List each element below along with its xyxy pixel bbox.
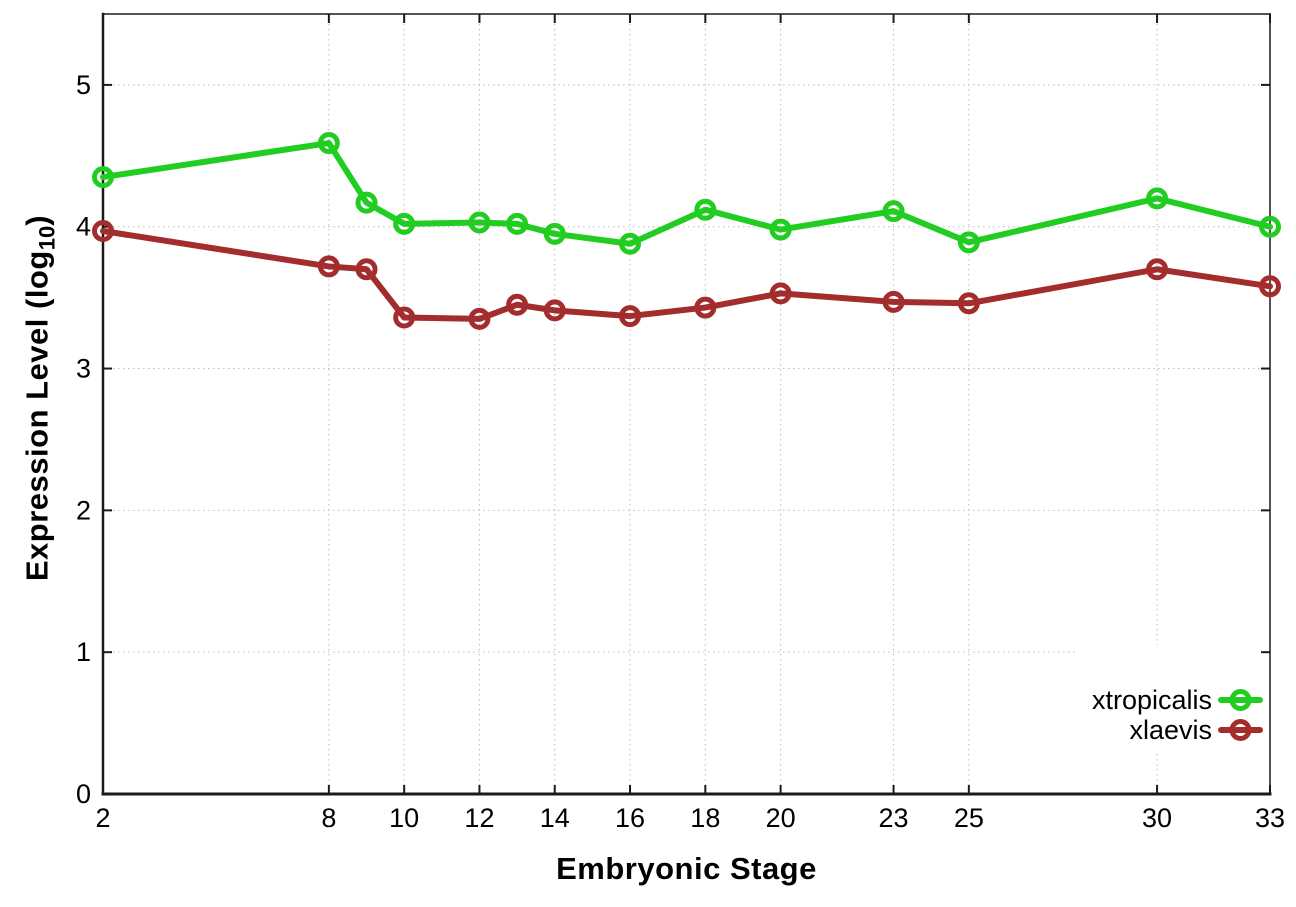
series-xtropicalis [92,132,1281,255]
data-point-xlaevis [957,292,980,315]
data-point-xtropicalis [506,212,529,235]
data-point-xtropicalis [882,200,905,223]
plot-border [101,12,1272,796]
series-line-xtropicalis [100,140,1273,247]
legend-label: xtropicalis [1092,685,1212,715]
data-point-xlaevis [393,306,416,329]
x-tick-label: 20 [766,803,796,833]
series-xlaevis [92,219,1281,330]
x-tick-label: 33 [1255,803,1285,833]
y-tick-label: 4 [76,212,91,242]
data-point-xlaevis [468,307,491,330]
x-tick-label: 30 [1142,803,1172,833]
data-point-xtropicalis [1146,187,1169,210]
x-tick-label: 23 [879,803,909,833]
x-tick-label: 16 [615,803,645,833]
data-point-xlaevis [1259,275,1281,298]
data-point-xtropicalis [694,198,717,221]
y-tick-label: 0 [76,779,91,809]
y-tick-labels: 0 1 2 3 4 5 [76,70,91,809]
y-tick-label: 5 [76,70,91,100]
data-point-xtropicalis [468,211,491,234]
x-tick-labels: 2 8 10 12 14 16 18 20 23 25 30 33 [95,803,1285,833]
y-axis-title-text: Expression Level (log [19,250,55,582]
legend-entry-xlaevis: xlaevis [1129,715,1263,745]
x-tick-label: 14 [540,803,570,833]
x-tick-label: 10 [389,803,419,833]
data-point-xlaevis [506,293,529,316]
x-tick-label: 12 [464,803,494,833]
x-axis-title: Embryonic Stage [556,851,817,886]
data-point-xtropicalis [393,212,416,235]
data-point-xtropicalis [619,232,642,255]
data-point-xlaevis [1146,258,1169,281]
data-point-xlaevis [769,282,792,305]
data-point-xtropicalis [92,166,114,189]
data-point-xtropicalis [1259,215,1281,238]
legend-marker-sample [1229,689,1252,711]
y-tick-label: 3 [76,354,91,384]
x-tick-label: 18 [690,803,720,833]
data-point-xtropicalis [355,191,378,214]
series-line-xlaevis [100,227,1273,322]
y-axis-title: Expression Level (log10) [20,215,61,581]
legend-marker-sample [1229,719,1252,741]
data-point-xtropicalis [317,132,340,155]
data-point-xtropicalis [957,231,980,254]
data-point-xlaevis [694,296,717,319]
y-axis-title-close: ) [19,214,55,226]
data-point-xlaevis [543,299,566,322]
data-point-xtropicalis [769,218,792,241]
y-tick-label: 1 [76,637,91,667]
data-point-xlaevis [317,255,340,278]
legend-entry-xtropicalis: xtropicalis [1092,685,1263,715]
data-point-xtropicalis [543,222,566,245]
x-tick-label: 2 [95,803,110,833]
y-tick-label: 2 [76,495,91,525]
x-tick-label: 8 [321,803,336,833]
x-tick-label: 25 [954,803,984,833]
y-axis-title-subscript: 10 [34,225,60,251]
data-point-xlaevis [355,258,378,281]
data-point-xlaevis [619,305,642,328]
data-point-xlaevis [92,219,114,242]
legend-label: xlaevis [1129,715,1212,745]
data-point-xlaevis [882,290,905,313]
